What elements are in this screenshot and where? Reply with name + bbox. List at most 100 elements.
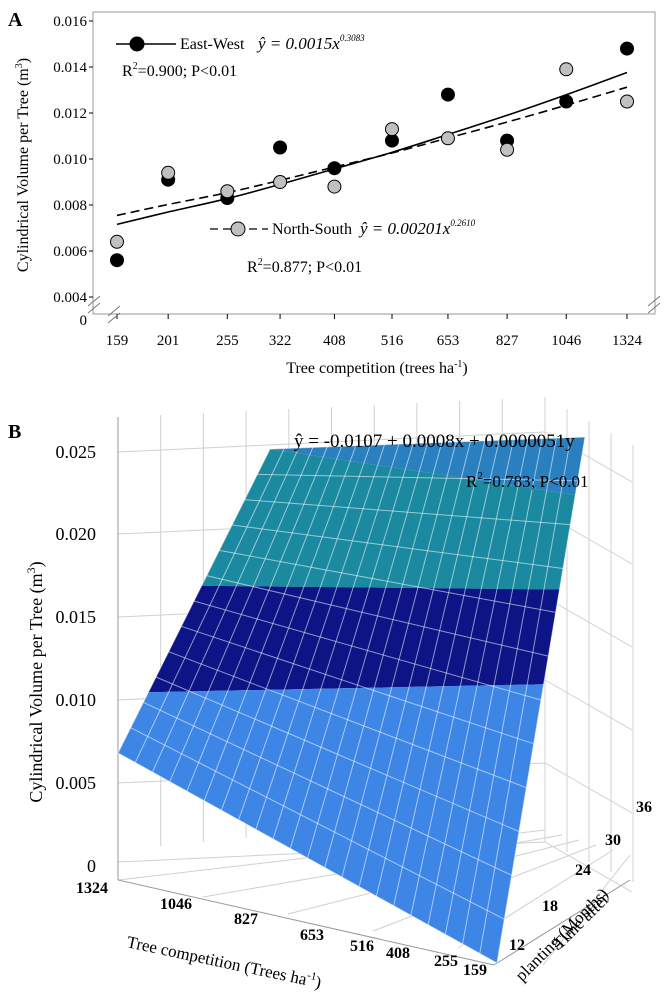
surface-mesh-line <box>117 448 271 754</box>
panel-a-y-axis-label: Cylindrical Volume per Tree (m3) <box>14 58 32 272</box>
surface-band <box>201 449 576 590</box>
panel-a-x-tick-label: 1046 <box>551 333 582 349</box>
panel-a-x-tick-label: 159 <box>106 333 129 349</box>
panel-a-plot-frame <box>92 11 656 315</box>
east-west-equation: ŷ = 0.0015x0.3083 <box>256 33 365 53</box>
panel-a: A 0.016 0.014 0.012 0.010 0.008 0.006 0.004 0 1… <box>8 9 661 377</box>
point-east-west <box>273 140 288 155</box>
surface-mesh-line <box>203 446 343 801</box>
east-west-r2: R2=0.900; P<0.01 <box>122 61 237 80</box>
panel-b-y-tick-label: 30 <box>605 832 621 849</box>
surface-mesh-line <box>289 443 414 849</box>
panel-a-fit-lines <box>116 71 628 226</box>
point-north-south <box>440 131 455 146</box>
axis-break-mark <box>647 302 661 314</box>
point-north-south <box>327 179 342 194</box>
point-north-south <box>620 94 634 109</box>
panel-b-x-tick-label: 255 <box>434 953 458 970</box>
panel-a-y-ticks: 0.016 0.014 0.012 0.010 0.008 0.006 0.004 0 <box>53 14 93 329</box>
axis-break-mark <box>87 302 101 314</box>
axis-break-mark <box>87 295 101 307</box>
north-south-equation: ŷ = 0.00201x0.2610 <box>358 218 476 238</box>
panel-b: B 0.025 0.020 0.015 0.010 0.005 0 1324 1046 827… <box>8 397 652 992</box>
panel-b-x-tick-label: 159 <box>463 962 487 979</box>
panel-b-y-ticks: 12 18 24 30 36 <box>509 799 652 954</box>
point-east-west <box>110 253 124 268</box>
point-east-west <box>620 41 634 56</box>
panel-b-z-tick-label: 0.015 <box>56 607 97 627</box>
point-east-west <box>440 87 455 102</box>
panel-b-z-tick-label: 0.010 <box>56 690 97 710</box>
panel-b-x-tick-label: 827 <box>234 911 258 928</box>
panel-b-z-tick-label: 0.005 <box>56 773 97 793</box>
point-east-west <box>327 161 342 176</box>
panel-a-y-tick-label: 0.006 <box>53 244 87 260</box>
surface-mesh-line <box>444 438 543 935</box>
panel-b-x-axis-label: Tree competition (Trees ha-1) <box>125 931 323 992</box>
panel-b-y-axis-label-line2: planting (Months) <box>511 884 612 985</box>
panel-a-label: A <box>8 9 23 31</box>
surface-mesh-line <box>220 445 357 811</box>
fit-line-north-south <box>116 86 628 217</box>
panel-b-x-tick-label: 653 <box>300 927 324 944</box>
panel-a-x-axis-label: Tree competition (trees ha-1) <box>286 359 467 377</box>
surface-mesh-line <box>186 446 328 792</box>
surface-mesh-line <box>169 447 314 782</box>
surface-mesh-line <box>255 444 386 830</box>
surface-mesh-line <box>496 436 586 964</box>
point-north-south <box>161 165 176 180</box>
surface-mesh-line <box>151 447 300 773</box>
point-east-west <box>559 94 574 109</box>
panel-b-y-tick-label: 24 <box>575 862 591 879</box>
panel-a-y-tick-label: 0.016 <box>53 14 87 30</box>
grid-line <box>542 854 631 966</box>
surface-mesh-line <box>462 437 557 945</box>
panel-a-x-tick-label: 322 <box>269 333 292 349</box>
panel-b-x-tick-label: 516 <box>350 938 374 955</box>
legend-north-south: North-South ŷ = 0.00201x0.2610 R2=0.877;… <box>210 218 476 276</box>
panel-a-x-tick-label: 1324 <box>612 333 643 349</box>
legend-east-west-label: East-West <box>180 36 245 53</box>
panel-a-y-tick-label: 0.004 <box>53 290 87 306</box>
point-north-south <box>500 142 515 157</box>
floor-edge <box>117 879 495 966</box>
panel-b-z-axis-label: Cylindrical Volume per Tree (m3) <box>24 561 47 802</box>
panel-b-z-tick-label: 0 <box>87 856 96 876</box>
panel-a-points <box>110 41 634 268</box>
point-north-south <box>110 234 124 249</box>
surface-mesh-line <box>393 440 500 906</box>
panel-a-x-tick-label: 653 <box>437 333 460 349</box>
panel-a-x-tick-label: 201 <box>157 333 180 349</box>
panel-b-z-tick-label: 0.020 <box>56 524 97 544</box>
panel-b-x-ticks: 1324 1046 827 653 516 408 255 159 <box>76 880 487 979</box>
surface-band <box>270 437 585 495</box>
point-north-south <box>273 175 288 189</box>
panel-b-z-ticks: 0.025 0.020 0.015 0.010 0.005 0 <box>56 442 97 876</box>
surface-mesh-line <box>375 440 486 897</box>
grid-line <box>117 431 546 453</box>
point-north-south <box>220 184 235 199</box>
legend-east-west-marker <box>129 36 145 52</box>
surface-mesh-line <box>307 442 428 859</box>
surface-mesh-line <box>358 441 471 887</box>
panel-b-y-tick-label: 36 <box>636 799 652 816</box>
panel-a-x-tick-label: 516 <box>381 333 404 349</box>
surface-mesh-line <box>479 437 572 954</box>
panel-b-label: B <box>8 421 21 443</box>
point-north-south <box>559 62 574 77</box>
point-north-south <box>384 122 399 137</box>
legend-north-south-label: North-South <box>272 221 352 238</box>
panel-a-x-tick-label: 408 <box>323 333 346 349</box>
panel-b-equation: ŷ = -0.0107 + 0.0008x + 0.0000051y <box>294 431 575 452</box>
surface-mesh-line <box>324 442 443 868</box>
panel-a-x-tick-label: 827 <box>496 333 519 349</box>
axis-break-mark <box>107 312 121 324</box>
panel-b-x-tick-label: 1324 <box>76 880 108 897</box>
panel-b-x-tick-label: 1046 <box>160 896 192 913</box>
surface-mesh-line <box>272 443 400 840</box>
panel-a-y-tick-label: 0.014 <box>53 60 87 76</box>
floor-edge <box>493 879 631 966</box>
legend-north-south-marker <box>230 221 246 237</box>
surface-mesh-line <box>341 441 457 878</box>
